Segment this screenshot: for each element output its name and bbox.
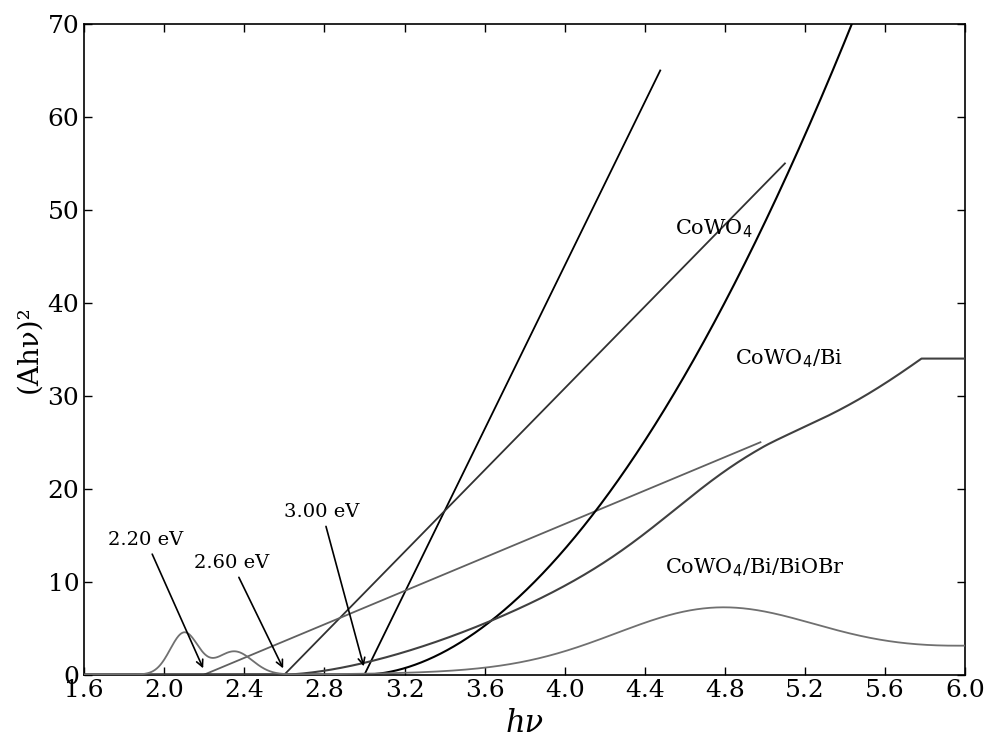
- Text: 3.00 eV: 3.00 eV: [284, 503, 365, 664]
- X-axis label: hν: hν: [506, 708, 544, 739]
- Text: CoWO$_4$: CoWO$_4$: [675, 217, 753, 240]
- Text: 2.20 eV: 2.20 eV: [108, 531, 203, 667]
- Y-axis label: (Ahν)²: (Ahν)²: [15, 305, 42, 393]
- Text: CoWO$_4$/Bi: CoWO$_4$/Bi: [735, 348, 843, 370]
- Text: CoWO$_4$/Bi/BiOBr: CoWO$_4$/Bi/BiOBr: [665, 556, 845, 579]
- Text: 2.60 eV: 2.60 eV: [194, 554, 282, 667]
